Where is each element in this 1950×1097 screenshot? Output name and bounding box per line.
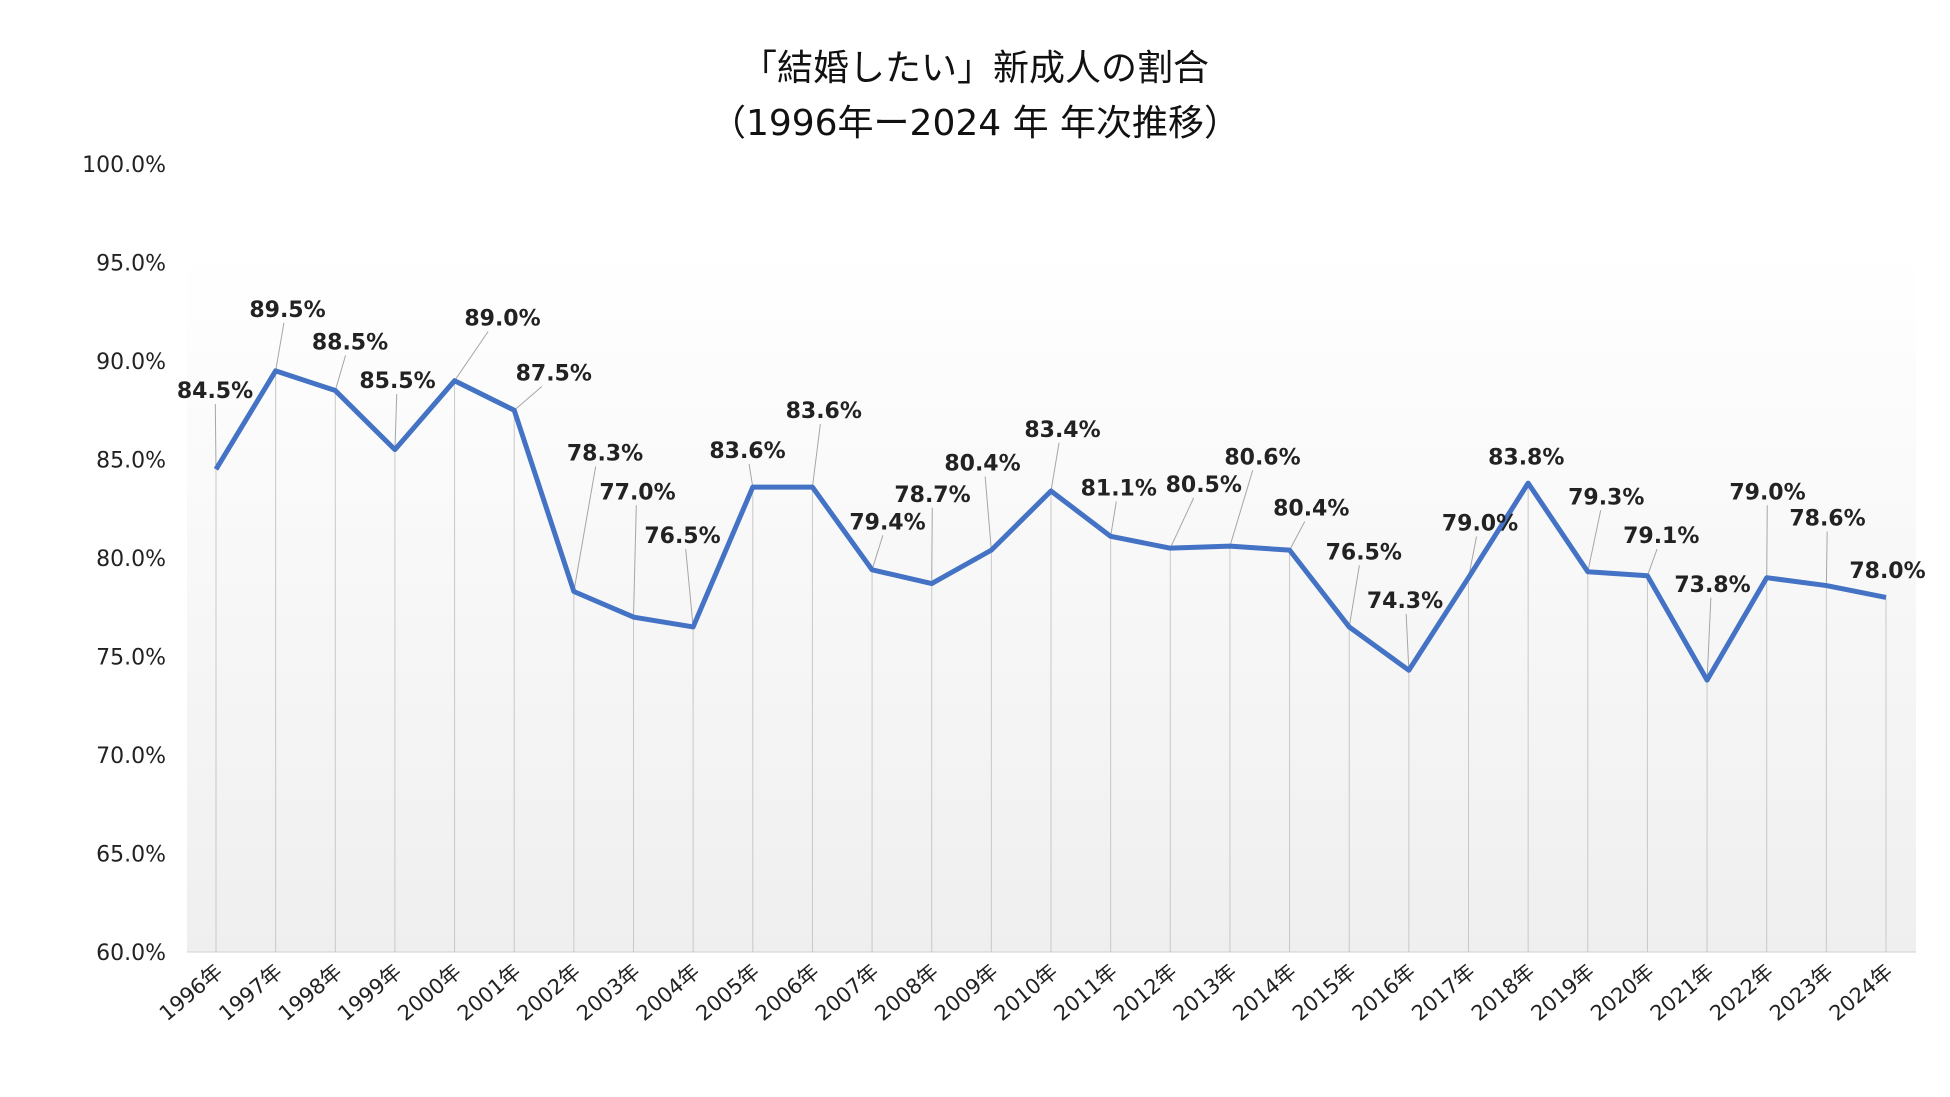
leader-line xyxy=(1289,521,1306,551)
y-tick-label: 100.0% xyxy=(82,153,166,178)
x-tick-label: 2023年 xyxy=(1765,959,1837,1025)
data-label: 74.3% xyxy=(1367,589,1443,614)
x-tick-label: 2014年 xyxy=(1228,959,1300,1025)
x-tick-label: 2009年 xyxy=(930,959,1002,1025)
data-label: 79.1% xyxy=(1623,524,1699,549)
data-label: 83.6% xyxy=(786,399,862,424)
data-label: 81.1% xyxy=(1081,477,1157,502)
data-label: 79.0% xyxy=(1729,480,1805,505)
y-tick-label: 85.0% xyxy=(96,449,166,474)
leader-line xyxy=(685,548,694,627)
data-label: 83.4% xyxy=(1024,418,1100,443)
x-tick-label: 2006年 xyxy=(751,959,823,1025)
x-tick-label: 2020年 xyxy=(1586,959,1658,1025)
leader-line xyxy=(1646,548,1658,576)
x-tick-label: 2013年 xyxy=(1169,959,1241,1025)
data-label: 79.3% xyxy=(1568,485,1644,510)
x-tick-label: 2002年 xyxy=(513,959,585,1025)
leader-line xyxy=(1169,497,1195,549)
series-line xyxy=(213,368,1887,683)
data-label: 83.6% xyxy=(709,439,785,464)
leader-line xyxy=(1348,565,1360,628)
x-tick-label: 2021年 xyxy=(1646,959,1718,1025)
data-label: 76.5% xyxy=(1326,540,1402,565)
y-tick-label: 95.0% xyxy=(96,252,166,277)
x-tick-label: 2012年 xyxy=(1109,959,1181,1025)
x-tick-label: 2024年 xyxy=(1825,959,1897,1025)
x-tick-label: 2018年 xyxy=(1467,959,1539,1025)
leader-line xyxy=(334,355,347,391)
leader-line xyxy=(1706,597,1712,681)
data-label: 73.8% xyxy=(1674,573,1750,598)
leader-line xyxy=(1405,613,1410,671)
x-tick-label: 2003年 xyxy=(572,959,644,1025)
leader-line xyxy=(573,466,597,592)
leader-line xyxy=(1468,536,1478,578)
y-tick-label: 65.0% xyxy=(96,843,166,868)
data-label: 83.8% xyxy=(1488,445,1564,470)
data-label: 78.3% xyxy=(567,442,643,467)
leader-line xyxy=(984,476,992,551)
x-tick-label: 2010年 xyxy=(990,959,1062,1025)
data-label: 78.7% xyxy=(894,483,970,508)
x-tick-label: 1997年 xyxy=(214,959,286,1025)
data-label: 77.0% xyxy=(599,480,675,505)
chart-title-line1: 「結婚したい」新成人の割合 xyxy=(741,48,1209,89)
leader-line xyxy=(1110,501,1117,537)
leader-line xyxy=(275,322,285,371)
leader-line xyxy=(214,403,217,470)
y-tick-label: 80.0% xyxy=(96,547,166,572)
leader-line xyxy=(1587,510,1602,572)
data-label: 88.5% xyxy=(312,330,388,355)
leader-line xyxy=(931,507,933,584)
leader-line xyxy=(513,386,543,411)
data-label: 80.5% xyxy=(1166,473,1242,498)
x-tick-label: 1998年 xyxy=(274,959,346,1025)
x-tick-label: 1996年 xyxy=(155,959,227,1025)
data-label: 85.5% xyxy=(359,369,435,394)
leader-line xyxy=(1229,470,1254,547)
data-label: 80.4% xyxy=(1273,497,1349,522)
x-tick-label: 2004年 xyxy=(632,959,704,1025)
leader-line xyxy=(811,423,821,488)
data-label: 84.5% xyxy=(177,379,253,404)
y-tick-label: 75.0% xyxy=(96,646,166,671)
data-label: 80.4% xyxy=(944,452,1020,477)
data-label: 78.0% xyxy=(1849,559,1925,584)
x-tick-label: 2008年 xyxy=(870,959,942,1025)
x-tick-label: 2005年 xyxy=(692,959,764,1025)
data-label: 79.0% xyxy=(1442,512,1518,537)
x-tick-label: 2019年 xyxy=(1527,959,1599,1025)
leader-line xyxy=(748,463,754,488)
x-tick-label: 2011年 xyxy=(1049,959,1121,1025)
leader-line xyxy=(394,393,398,450)
y-tick-label: 90.0% xyxy=(96,350,166,375)
data-label: 78.6% xyxy=(1789,507,1865,532)
x-tick-label: 2000年 xyxy=(393,959,465,1025)
x-tick-label: 1999年 xyxy=(334,959,406,1025)
x-tick-label: 2016年 xyxy=(1348,959,1420,1025)
x-tick-label: 2007年 xyxy=(811,959,883,1025)
leader-line xyxy=(871,535,884,570)
data-label: 76.5% xyxy=(644,524,720,549)
leader-line xyxy=(1825,531,1828,586)
leader-line xyxy=(1050,442,1060,492)
data-label: 89.0% xyxy=(464,307,540,332)
x-tick-label: 2001年 xyxy=(453,959,525,1025)
leader-line xyxy=(1766,505,1768,578)
y-tick-label: 70.0% xyxy=(96,744,166,769)
data-label: 89.5% xyxy=(249,298,325,323)
leader-line xyxy=(454,331,489,381)
x-tick-label: 2022年 xyxy=(1705,959,1777,1025)
data-label: 79.4% xyxy=(849,510,925,535)
data-label: 87.5% xyxy=(516,362,592,387)
data-label: 80.6% xyxy=(1224,445,1300,470)
chart-title-line2: （1996年ー2024 年 年次推移） xyxy=(710,103,1240,144)
x-tick-label: 2015年 xyxy=(1288,959,1360,1025)
x-tick-label: 2017年 xyxy=(1407,959,1479,1025)
leader-line xyxy=(633,505,637,618)
y-tick-label: 60.0% xyxy=(96,941,166,966)
